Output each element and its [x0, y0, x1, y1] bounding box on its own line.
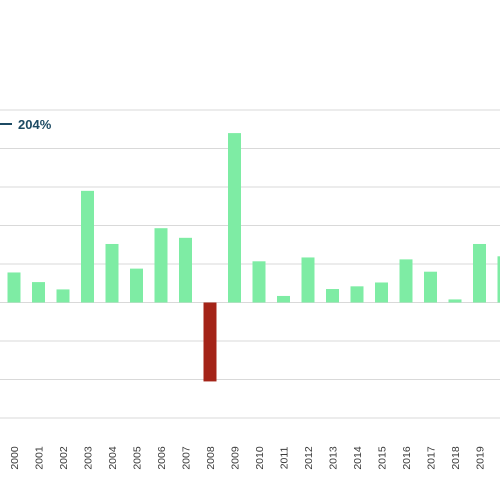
annotation: 204%: [0, 117, 52, 132]
x-tick-label-2006: 2006: [156, 446, 168, 470]
bar-2020: [497, 256, 500, 303]
x-tick-label-2011: 2011: [279, 447, 291, 470]
bar-2000: [7, 272, 21, 303]
x-tick-label-2010: 2010: [254, 446, 266, 470]
bar-2001: [32, 282, 45, 303]
bar-2017: [424, 271, 437, 303]
x-tick-label-2003: 2003: [83, 446, 95, 470]
bar-2016: [399, 259, 413, 303]
bar-2010: [252, 261, 266, 303]
x-tick-label-2012: 2012: [303, 446, 315, 470]
bars: [7, 133, 500, 382]
x-axis-labels: 2000 2001 2002 2003 2004 2005 2006 2007 2008 2009…: [9, 446, 500, 470]
x-tick-label-2009: 2009: [230, 446, 242, 470]
bar-2003: [81, 190, 94, 303]
x-tick-label-2008: 2008: [205, 446, 217, 470]
bar-2019: [473, 243, 486, 303]
x-tick-label-2004: 2004: [107, 446, 119, 470]
x-tick-label-2001: 2001: [34, 446, 46, 470]
x-tick-label-2017: 2017: [426, 446, 438, 470]
bar-2009: [228, 133, 241, 303]
bar-2014: [350, 286, 364, 303]
x-tick-label-2013: 2013: [328, 446, 340, 470]
bar-2005: [130, 268, 143, 303]
bar-2008: [203, 302, 217, 382]
x-tick-label-2016: 2016: [401, 446, 413, 470]
x-tick-label-2015: 2015: [377, 446, 389, 470]
x-tick-label-2005: 2005: [132, 446, 144, 470]
bar-2013: [326, 289, 339, 303]
x-tick-label-2014: 2014: [352, 446, 364, 470]
x-tick-label-2000: 2000: [9, 446, 21, 470]
annotation-label: 204%: [18, 117, 52, 132]
bar-2007: [179, 237, 192, 303]
bar-2015: [375, 282, 388, 303]
grid-lines: [0, 109, 500, 419]
bar-2004: [105, 243, 119, 303]
bar-2011: [277, 295, 290, 303]
x-tick-label-2018: 2018: [450, 446, 462, 470]
bar-2002: [56, 289, 70, 303]
bar-2018: [448, 299, 462, 303]
x-tick-label-2019: 2019: [475, 446, 487, 470]
x-tick-label-2002: 2002: [58, 446, 70, 470]
bar-2006: [154, 228, 168, 303]
x-tick-label-2007: 2007: [181, 446, 193, 470]
bar-2012: [301, 257, 315, 303]
